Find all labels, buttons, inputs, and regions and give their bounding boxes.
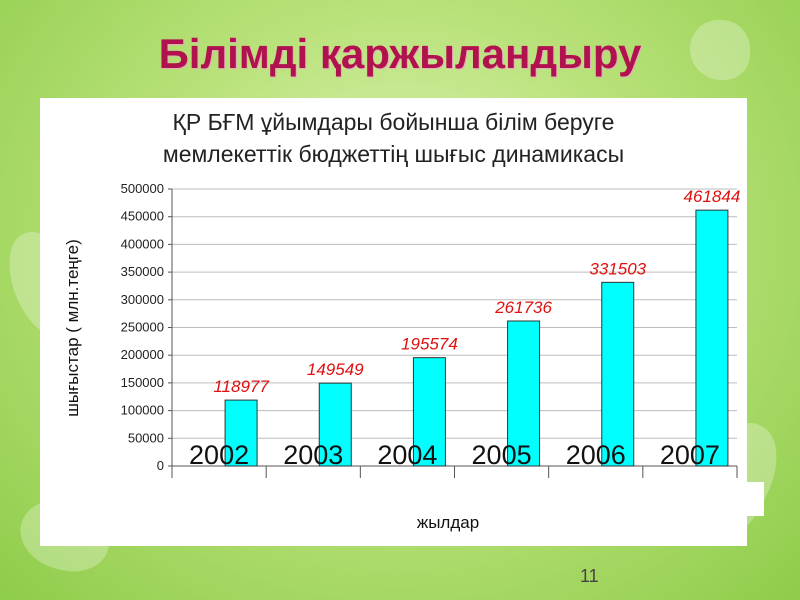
data-label-2005: 261736 xyxy=(494,298,552,317)
decorative-leaf xyxy=(690,20,750,80)
bar-2004 xyxy=(412,357,446,467)
legend-area xyxy=(718,482,764,516)
x-category-label-2006: 2006 xyxy=(566,440,626,470)
y-tick-label: 150000 xyxy=(121,375,164,390)
y-tick-label: 0 xyxy=(157,458,164,473)
data-label-2004: 195574 xyxy=(401,335,458,354)
slide-title: Білімді қаржыландыру xyxy=(158,30,642,77)
x-axis-title: жылдар xyxy=(417,513,479,532)
chart-title-line-2: мемлекеттік бюджеттің шығыс динамикасы xyxy=(162,141,625,167)
data-label-2002: 118977 xyxy=(213,377,269,396)
y-tick-label: 100000 xyxy=(121,403,164,418)
y-tick-label: 350000 xyxy=(121,264,164,279)
y-tick-label: 50000 xyxy=(128,430,164,445)
data-label-2007: 461844 xyxy=(684,187,741,206)
bar-2006 xyxy=(601,281,635,467)
chart-panel: ҚР БҒМ ұйымдары бойынша білім беруге мем… xyxy=(40,98,747,546)
x-category-label-2003: 2003 xyxy=(283,440,343,470)
bar-2003 xyxy=(318,382,352,467)
chart-title-line-1: ҚР БҒМ ұйымдары бойынша білім беруге xyxy=(172,109,615,135)
data-label-2006: 331503 xyxy=(589,259,646,278)
y-tick-label: 200000 xyxy=(121,347,164,362)
x-category-label-2007: 2007 xyxy=(660,440,720,470)
y-tick-label: 500000 xyxy=(121,181,164,196)
page-number: 11 xyxy=(580,566,599,586)
y-tick-label: 450000 xyxy=(121,209,164,224)
y-tick-label: 250000 xyxy=(121,320,164,335)
y-axis-title: шығыстар ( млн.теңге) xyxy=(63,239,82,417)
y-tick-label: 400000 xyxy=(121,236,164,251)
bar-chart: 0 50000 100000 150000 200000 250000 300000 3500… xyxy=(63,181,741,532)
x-category-label-2004: 2004 xyxy=(377,440,437,470)
data-label-2003: 149549 xyxy=(307,360,364,379)
chart-title: ҚР БҒМ ұйымдары бойынша білім беруге мем… xyxy=(40,106,747,170)
x-category-label-2002: 2002 xyxy=(189,440,249,470)
x-category-label-2005: 2005 xyxy=(472,440,532,470)
bar-2002 xyxy=(224,399,258,467)
y-tick-label: 300000 xyxy=(121,292,164,307)
bar-2007 xyxy=(695,209,729,467)
bar-2005 xyxy=(507,320,541,467)
